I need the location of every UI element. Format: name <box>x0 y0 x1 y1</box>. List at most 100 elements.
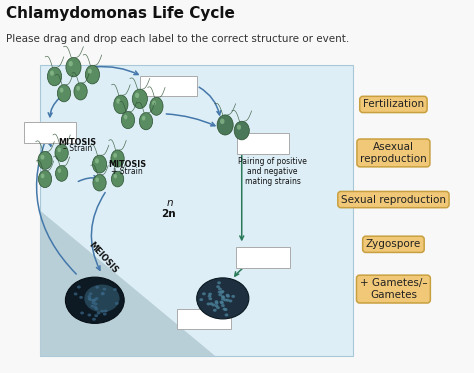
Circle shape <box>218 291 221 294</box>
Ellipse shape <box>76 86 80 91</box>
Circle shape <box>202 292 206 295</box>
Circle shape <box>88 297 91 300</box>
Circle shape <box>215 304 219 307</box>
Ellipse shape <box>111 171 124 187</box>
Ellipse shape <box>150 97 163 115</box>
Circle shape <box>218 288 222 291</box>
Ellipse shape <box>55 166 68 181</box>
Ellipse shape <box>66 57 81 77</box>
Circle shape <box>93 299 97 302</box>
Circle shape <box>221 304 225 307</box>
Ellipse shape <box>55 144 68 162</box>
FancyBboxPatch shape <box>237 133 289 154</box>
Text: Zygospore: Zygospore <box>366 239 421 249</box>
Text: Sexual reproduction: Sexual reproduction <box>341 195 446 204</box>
Circle shape <box>221 298 225 301</box>
Ellipse shape <box>50 70 54 76</box>
Circle shape <box>87 295 91 298</box>
Ellipse shape <box>74 83 87 100</box>
Circle shape <box>220 290 224 293</box>
Circle shape <box>91 299 95 302</box>
Ellipse shape <box>95 178 99 182</box>
Circle shape <box>100 310 104 313</box>
Ellipse shape <box>237 125 241 130</box>
Circle shape <box>209 297 212 300</box>
Circle shape <box>226 299 229 302</box>
Ellipse shape <box>124 115 128 119</box>
FancyBboxPatch shape <box>236 247 290 268</box>
Text: MEIOSIS: MEIOSIS <box>87 241 119 276</box>
Ellipse shape <box>40 155 45 160</box>
Text: + Gametes/–
Gametes: + Gametes/– Gametes <box>360 278 427 300</box>
FancyBboxPatch shape <box>140 75 197 96</box>
Ellipse shape <box>38 170 52 188</box>
Circle shape <box>113 288 117 291</box>
FancyBboxPatch shape <box>40 65 353 356</box>
Circle shape <box>103 313 107 316</box>
Circle shape <box>211 304 215 307</box>
Text: Fertilization: Fertilization <box>363 100 424 109</box>
Circle shape <box>231 295 235 298</box>
Text: Chlamydomonas Life Cycle: Chlamydomonas Life Cycle <box>6 6 235 21</box>
Ellipse shape <box>234 121 249 140</box>
Circle shape <box>226 295 230 298</box>
Circle shape <box>95 297 99 300</box>
Polygon shape <box>40 211 216 356</box>
Circle shape <box>91 301 95 304</box>
Circle shape <box>219 301 223 304</box>
Circle shape <box>104 310 108 313</box>
Circle shape <box>93 306 97 309</box>
Circle shape <box>210 302 213 305</box>
Ellipse shape <box>58 169 61 173</box>
Circle shape <box>219 293 222 296</box>
Ellipse shape <box>60 88 64 93</box>
Ellipse shape <box>95 159 99 163</box>
Circle shape <box>94 303 98 305</box>
Circle shape <box>221 295 225 298</box>
Circle shape <box>102 288 106 291</box>
Circle shape <box>115 302 118 305</box>
Circle shape <box>94 307 98 310</box>
Text: Please drag and drop each label to the correct structure or event.: Please drag and drop each label to the c… <box>6 34 349 44</box>
Ellipse shape <box>111 150 124 167</box>
Circle shape <box>65 277 124 323</box>
Circle shape <box>200 298 203 301</box>
Circle shape <box>197 278 249 319</box>
Circle shape <box>215 302 219 305</box>
Circle shape <box>223 308 227 311</box>
Circle shape <box>223 298 227 301</box>
Circle shape <box>224 308 228 311</box>
Ellipse shape <box>69 61 73 66</box>
Circle shape <box>208 292 212 295</box>
Ellipse shape <box>88 69 92 74</box>
Circle shape <box>228 300 232 303</box>
Text: 2n: 2n <box>161 210 175 219</box>
Text: MITOSIS: MITOSIS <box>58 138 96 147</box>
Circle shape <box>80 311 84 314</box>
Circle shape <box>221 296 225 299</box>
Circle shape <box>88 314 91 317</box>
Circle shape <box>92 299 96 302</box>
Circle shape <box>220 291 224 294</box>
Text: + Strain: + Strain <box>111 167 143 176</box>
Text: n: n <box>166 198 173 208</box>
Ellipse shape <box>114 174 117 178</box>
Ellipse shape <box>84 285 119 312</box>
Ellipse shape <box>57 147 61 152</box>
Circle shape <box>207 303 210 305</box>
Text: MITOSIS: MITOSIS <box>108 160 146 169</box>
Circle shape <box>92 318 96 321</box>
Circle shape <box>97 311 100 314</box>
Ellipse shape <box>93 175 106 191</box>
Ellipse shape <box>217 115 233 135</box>
Circle shape <box>220 301 224 304</box>
Ellipse shape <box>92 155 107 173</box>
Ellipse shape <box>57 85 71 102</box>
Circle shape <box>225 313 228 316</box>
Ellipse shape <box>142 116 146 120</box>
Circle shape <box>91 305 94 308</box>
Ellipse shape <box>116 98 120 104</box>
Circle shape <box>217 281 221 284</box>
Circle shape <box>95 286 99 289</box>
Ellipse shape <box>114 95 128 114</box>
